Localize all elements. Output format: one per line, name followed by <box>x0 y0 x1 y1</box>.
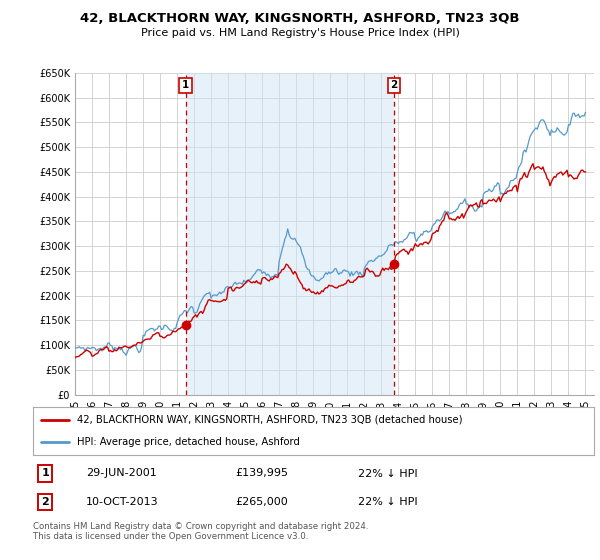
Text: HPI: Average price, detached house, Ashford: HPI: Average price, detached house, Ashf… <box>77 437 299 447</box>
Text: 22% ↓ HPI: 22% ↓ HPI <box>358 469 418 478</box>
Text: 2: 2 <box>391 80 398 90</box>
Text: £265,000: £265,000 <box>235 497 288 507</box>
Text: 29-JUN-2001: 29-JUN-2001 <box>86 469 157 478</box>
Text: £139,995: £139,995 <box>235 469 288 478</box>
Text: 42, BLACKTHORN WAY, KINGSNORTH, ASHFORD, TN23 3QB: 42, BLACKTHORN WAY, KINGSNORTH, ASHFORD,… <box>80 12 520 25</box>
Text: Price paid vs. HM Land Registry's House Price Index (HPI): Price paid vs. HM Land Registry's House … <box>140 28 460 38</box>
Text: 1: 1 <box>41 469 49 478</box>
Bar <box>185 73 394 395</box>
Text: 22% ↓ HPI: 22% ↓ HPI <box>358 497 418 507</box>
Text: 42, BLACKTHORN WAY, KINGSNORTH, ASHFORD, TN23 3QB (detached house): 42, BLACKTHORN WAY, KINGSNORTH, ASHFORD,… <box>77 415 462 425</box>
Text: 10-OCT-2013: 10-OCT-2013 <box>86 497 159 507</box>
Text: 1: 1 <box>182 80 189 90</box>
Text: Contains HM Land Registry data © Crown copyright and database right 2024.
This d: Contains HM Land Registry data © Crown c… <box>33 522 368 542</box>
Text: 2: 2 <box>41 497 49 507</box>
